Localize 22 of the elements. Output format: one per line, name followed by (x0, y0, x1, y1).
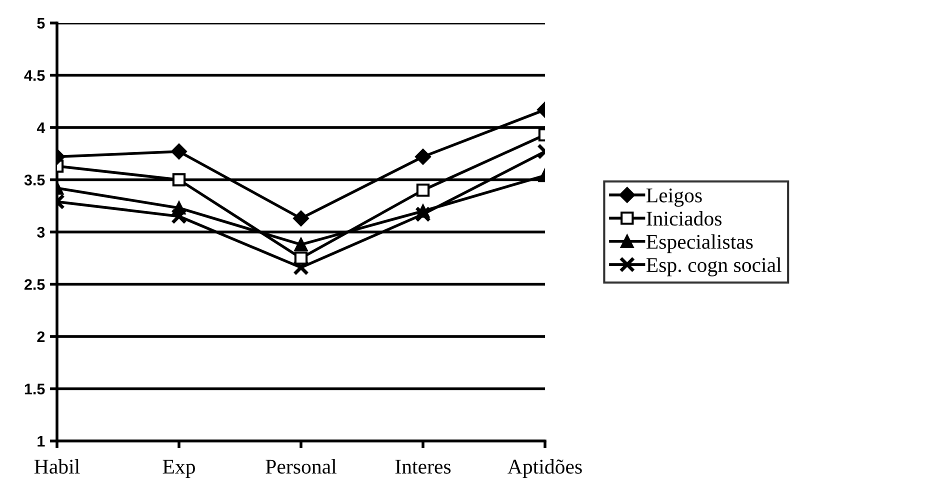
y-tick-label: 4.5 (24, 70, 45, 81)
y-tick-label: 1.5 (24, 384, 45, 394)
y-tick-label: 1 (38, 436, 45, 447)
y-tick-label: 2.5 (24, 279, 45, 290)
point (294, 238, 308, 252)
point (294, 252, 308, 265)
legend-label: Esp. cogn social (646, 257, 782, 276)
legend-label: Leigos (646, 188, 702, 207)
x-tick-label: Interes (395, 460, 451, 474)
legend-label: Especialistas (646, 234, 753, 254)
y-tick-label: 3 (37, 226, 45, 238)
point (293, 210, 309, 226)
x-tick-label: Habil (34, 459, 80, 474)
y-tick-label: 2 (37, 331, 45, 342)
x-tick-label: Exp (162, 460, 195, 478)
point (293, 260, 309, 276)
legend-label: Iniciados (646, 211, 722, 226)
y-tick-label: 3.5 (24, 174, 45, 186)
y-tick-label: 4 (36, 122, 46, 134)
x-tick-label: Personal (266, 459, 336, 474)
x-tick-label: Aptidões (508, 459, 582, 478)
y-tick-label: 5 (37, 18, 45, 29)
